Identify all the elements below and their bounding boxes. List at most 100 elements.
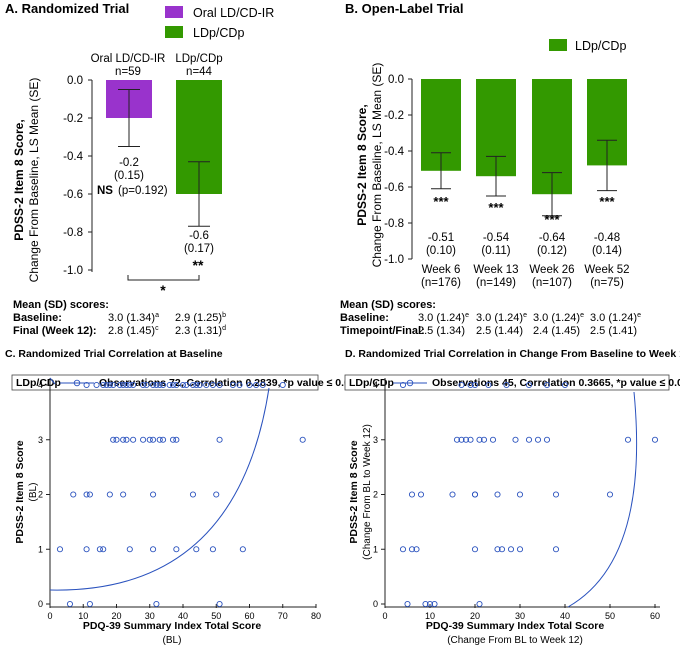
scatter-point: [489, 436, 497, 443]
scatter-point: [120, 381, 127, 389]
scatter-point: [422, 600, 429, 608]
panel-b-tick-label: -0.2: [384, 110, 404, 122]
legend-label-oral: Oral LD/CD-IR: [193, 6, 274, 20]
panel-b-tick-label: 0.0: [388, 74, 404, 86]
panel-a-row2-v1: 2.8 (1.45)c: [108, 325, 159, 337]
panel-a-val2: -0.6: [189, 230, 209, 242]
panel-a-row1-v2: 2.9 (1.25)b: [175, 312, 226, 324]
panel-b-n-week6: (n=176): [421, 277, 461, 289]
legend-label-ldp: LDp/CDp: [193, 26, 244, 40]
scatter-point: [150, 381, 157, 389]
panel-b-row2-label: Timepoint/Final:: [340, 325, 425, 337]
panel-d-ticks: 0 10 20 30 40 50 60 0 1 2 3 4: [373, 380, 660, 621]
panel-a-tick-label: -0.4: [63, 151, 83, 163]
panel-c-confidence-curve: [49, 387, 270, 591]
y-tick-label: 2: [373, 490, 378, 500]
panel-b-n-week26: (n=107): [532, 277, 572, 289]
scatter-point: [183, 381, 190, 389]
panel-c-ylabel-2: (BL): [28, 483, 39, 502]
scatter-point: [126, 381, 133, 389]
scatter-point: [494, 491, 501, 498]
scatter-point: [507, 546, 515, 553]
scatter-point: [213, 491, 220, 498]
scatter-point: [173, 546, 180, 553]
scatter-point: [116, 381, 123, 389]
scatter-point: [196, 381, 203, 389]
scatter-point: [279, 381, 286, 389]
panel-b-error-bars: [431, 139, 617, 217]
scatter-point: [123, 436, 130, 443]
scatter-point: [471, 491, 479, 498]
scatter-point: [408, 546, 416, 553]
scatter-point: [516, 546, 524, 553]
legend-swatch-oral: [165, 6, 183, 18]
panel-b-legend-swatch: [549, 39, 567, 51]
scatter-point: [123, 381, 130, 389]
x-tick-label: 50: [605, 611, 615, 621]
y-tick-label: 2: [38, 490, 43, 500]
x-tick-label: 20: [111, 611, 121, 621]
y-tick-label: 3: [38, 435, 43, 445]
panel-a-se2: (0.17): [184, 243, 214, 255]
scatter-point: [189, 491, 197, 498]
panel-b-stars-week6: ***: [433, 194, 449, 209]
scatter-point: [259, 381, 266, 389]
scatter-point: [86, 491, 93, 498]
scatter-point: [516, 491, 524, 498]
x-tick-label: 70: [278, 611, 288, 621]
panel-b-val-week13: -0.54: [483, 232, 510, 244]
panel-a-tick-label: -0.8: [63, 227, 83, 239]
scatter-point: [153, 381, 160, 389]
scatter-point: [485, 381, 492, 389]
panel-b-row1-v1: 3.0 (1.24)e: [418, 312, 469, 324]
panel-b-se-week26: (0.12): [537, 245, 567, 257]
scatter-point: [413, 546, 420, 553]
scatter-point: [179, 381, 187, 389]
panel-b-row2-v2: 2.5 (1.44): [476, 325, 523, 337]
panel-c-title: C. Randomized Trial Correlation at Basel…: [5, 348, 223, 360]
y-tick-label: 0: [38, 599, 43, 609]
scatter-point: [70, 491, 77, 498]
panel-b-row2-v1: 2.5 (1.34): [418, 325, 465, 337]
panel-d-legend-text: Observations 45, Correlation 0.3665, *p …: [432, 377, 680, 389]
scatter-point: [471, 546, 479, 553]
panel-a-tick-label: 0.0: [67, 75, 83, 87]
panel-a-title: A. Randomized Trial: [5, 1, 129, 16]
scatter-point: [173, 381, 180, 389]
scatter-point: [100, 381, 107, 389]
scatter-point: [216, 381, 223, 389]
scatter-point: [399, 381, 407, 389]
scatter-point: [96, 546, 103, 553]
panel-b-se-week6: (0.10): [426, 245, 456, 257]
panel-c: C. Randomized Trial Correlation at Basel…: [5, 348, 356, 646]
panel-b-tick-label: -0.6: [384, 182, 404, 194]
scatter-point: [236, 381, 243, 389]
panel-b-n-week52: (n=75): [590, 277, 624, 289]
scatter-point: [203, 381, 210, 389]
scatter-point: [103, 381, 110, 389]
panel-b-row1-v3: 3.0 (1.24)e: [533, 312, 584, 324]
scatter-point: [399, 546, 407, 553]
scatter-point: [471, 381, 479, 389]
scatter-point: [150, 546, 157, 553]
scatter-point: [503, 381, 510, 389]
panel-a-ylabel-1: PDSS-2 Item 8 Score,: [12, 119, 26, 240]
x-tick-label: 20: [470, 611, 480, 621]
panel-c-legend-text: Observations 72, Correlation 0.2839, *p …: [99, 377, 356, 389]
panel-b-stars-week13: ***: [488, 200, 504, 215]
scatter-point: [209, 381, 216, 389]
scatter-point: [561, 381, 569, 389]
scatter-point: [458, 381, 465, 389]
scatter-point: [66, 600, 73, 608]
panel-b-tick-label: -0.4: [384, 146, 404, 158]
panel-b-y-ticks: 0.0 -0.2 -0.4 -0.6 -0.8 -1.0: [384, 74, 412, 266]
scatter-point: [126, 546, 133, 553]
scatter-point: [498, 546, 506, 553]
scatter-point: [159, 381, 167, 389]
scatter-point: [480, 436, 488, 443]
scatter-point: [216, 600, 223, 608]
panel-a-row1-v1: 3.0 (1.34)a: [108, 312, 159, 324]
scatter-point: [156, 381, 163, 389]
x-tick-label: 80: [311, 611, 321, 621]
panel-d-xlabel-2: (Change From BL to Week 12): [447, 635, 583, 646]
